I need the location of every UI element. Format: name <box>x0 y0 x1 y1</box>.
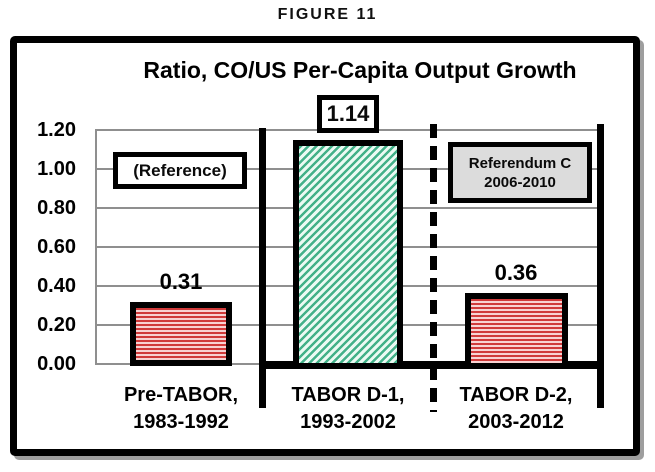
category-label-line1: TABOR D-2, <box>459 384 573 406</box>
value-label-tabor-d1: 1.14 <box>317 95 379 133</box>
category-label-tabor-d1: TABOR D-1, 1993-2002 <box>268 382 428 436</box>
category-label-line1: Pre-TABOR, <box>123 384 239 406</box>
category-label-line1: TABOR D-1, <box>291 384 405 406</box>
figure-label: FIGURE 11 <box>277 6 378 23</box>
ytick-label: 0.00 <box>37 353 76 375</box>
category-label-pre-tabor: Pre-TABOR, 1983-1992 <box>101 382 261 436</box>
bar-tabor-d2 <box>465 293 568 369</box>
category-label-line2: 1983-1992 <box>133 411 229 433</box>
referendum-c-line1: Referendum C <box>468 154 572 172</box>
reference-annotation-box: (Reference) <box>113 152 247 189</box>
ytick-label: 1.20 <box>37 119 76 141</box>
bar-tabor-d1 <box>293 140 403 369</box>
reference-annotation-text: (Reference) <box>133 160 227 180</box>
value-label-tabor-d2: 0.36 <box>494 260 538 285</box>
ytick-label: 0.40 <box>37 275 76 297</box>
separator-solid-right <box>597 124 604 408</box>
referendum-c-line2: 2006-2010 <box>484 173 556 191</box>
ytick-label: 0.20 <box>37 314 76 336</box>
separator-dashed <box>430 124 437 412</box>
category-label-line2: 1993-2002 <box>300 411 396 433</box>
referendum-c-annotation-box: Referendum C 2006-2010 <box>448 142 592 203</box>
bar-pre-tabor <box>130 302 232 366</box>
value-label-pre-tabor: 0.31 <box>159 269 203 294</box>
ytick-label: 0.80 <box>37 197 76 219</box>
category-label-line2: 2003-2012 <box>468 411 564 433</box>
chart-title: Ratio, CO/US Per-Capita Output Growth <box>143 57 577 83</box>
value-label-tabor-d1-text: 1.14 <box>326 101 370 126</box>
separator-solid-left <box>259 128 266 408</box>
ytick-label: 1.00 <box>37 158 76 180</box>
x-axis-baseline <box>259 361 604 369</box>
y-axis-line <box>95 129 97 365</box>
ytick-label: 0.60 <box>37 236 76 258</box>
category-label-tabor-d2: TABOR D-2, 2003-2012 <box>436 382 596 436</box>
